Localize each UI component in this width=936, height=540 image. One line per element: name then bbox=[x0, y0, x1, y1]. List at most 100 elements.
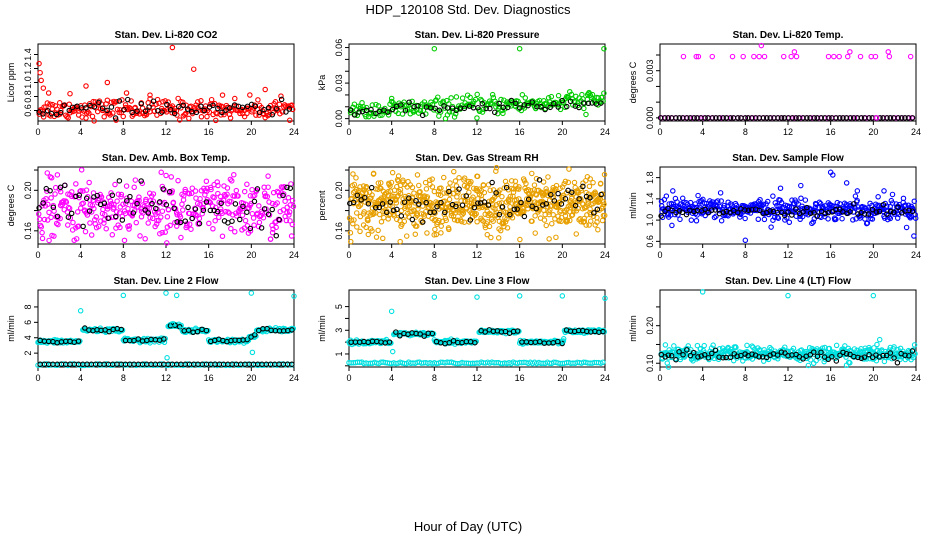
data-point bbox=[774, 352, 781, 358]
x-tick-label: 12 bbox=[472, 373, 482, 383]
data-point bbox=[123, 183, 130, 189]
data-point bbox=[771, 214, 778, 221]
data-point bbox=[206, 109, 213, 115]
data-point bbox=[452, 178, 459, 184]
y-tick-label: 1.8 bbox=[645, 171, 655, 184]
data-point bbox=[39, 229, 45, 236]
x-tick-label: 0 bbox=[346, 250, 351, 260]
data-point bbox=[286, 209, 293, 215]
data-point bbox=[120, 201, 126, 208]
data-point bbox=[912, 215, 919, 221]
data-point bbox=[182, 218, 189, 224]
data-point bbox=[599, 217, 606, 224]
data-point bbox=[239, 104, 246, 111]
data-point bbox=[65, 204, 72, 211]
data-point bbox=[580, 219, 587, 225]
data-point bbox=[533, 175, 540, 182]
data-point bbox=[177, 214, 184, 220]
y-tick-label: 1.0 bbox=[645, 214, 655, 227]
data-point bbox=[424, 230, 430, 236]
data-point bbox=[451, 114, 458, 120]
data-point bbox=[389, 106, 396, 113]
data-point bbox=[800, 356, 806, 362]
x-tick-label: 16 bbox=[826, 373, 836, 383]
panel-title: Stan. Dev. Amb. Box Temp. bbox=[102, 153, 230, 164]
data-point bbox=[196, 215, 203, 222]
x-tick-label: 20 bbox=[557, 250, 567, 260]
data-point bbox=[389, 193, 395, 199]
data-point bbox=[578, 218, 584, 225]
x-tick-label: 4 bbox=[78, 373, 83, 383]
data-point bbox=[269, 111, 276, 118]
data-point bbox=[57, 184, 64, 191]
data-point bbox=[41, 216, 48, 223]
data-point bbox=[514, 206, 520, 212]
data-point bbox=[525, 196, 532, 203]
data-point bbox=[113, 213, 119, 220]
data-point bbox=[77, 308, 84, 314]
data-point bbox=[776, 203, 782, 210]
data-point bbox=[124, 198, 130, 204]
data-point bbox=[416, 201, 422, 207]
data-point bbox=[843, 180, 850, 186]
data-point bbox=[414, 172, 421, 178]
data-point bbox=[409, 98, 415, 105]
data-point bbox=[862, 216, 868, 222]
data-point bbox=[530, 100, 537, 107]
x-tick-label: 4 bbox=[78, 250, 83, 260]
data-point bbox=[372, 204, 379, 211]
data-point bbox=[797, 357, 803, 364]
data-point bbox=[833, 216, 839, 223]
data-point bbox=[798, 182, 804, 189]
x-tick-label: 16 bbox=[515, 373, 525, 383]
data-point bbox=[818, 115, 825, 121]
data-point bbox=[380, 208, 386, 215]
data-point bbox=[730, 207, 737, 214]
data-point bbox=[363, 104, 370, 111]
data-point bbox=[431, 45, 438, 52]
x-tick-label: 12 bbox=[161, 250, 171, 260]
data-point bbox=[369, 192, 375, 198]
data-point bbox=[213, 117, 219, 124]
data-point bbox=[429, 330, 436, 337]
data-point bbox=[218, 112, 224, 118]
data-point bbox=[885, 49, 892, 55]
data-point bbox=[368, 195, 374, 201]
data-point bbox=[661, 115, 668, 121]
data-point bbox=[203, 327, 210, 334]
data-point bbox=[825, 216, 831, 222]
data-point bbox=[545, 174, 551, 180]
data-point bbox=[232, 201, 239, 207]
data-point bbox=[502, 219, 509, 225]
data-point bbox=[658, 351, 665, 358]
data-point bbox=[347, 230, 354, 236]
data-point bbox=[48, 110, 55, 117]
data-point bbox=[182, 188, 188, 195]
data-point bbox=[873, 209, 880, 215]
data-point bbox=[429, 203, 435, 209]
data-point bbox=[147, 95, 153, 102]
data-point bbox=[252, 332, 258, 338]
x-tick-label: 20 bbox=[246, 127, 256, 137]
x-tick-label: 20 bbox=[868, 373, 878, 383]
data-point bbox=[35, 211, 42, 217]
data-point bbox=[175, 177, 181, 184]
data-point bbox=[495, 235, 502, 241]
data-point bbox=[403, 233, 410, 239]
data-point bbox=[680, 351, 686, 358]
data-point bbox=[55, 221, 61, 228]
data-point bbox=[453, 203, 459, 210]
data-point bbox=[438, 199, 444, 206]
x-tick-label: 4 bbox=[700, 127, 705, 137]
data-point bbox=[814, 353, 821, 360]
x-tick-label: 0 bbox=[346, 373, 351, 383]
data-point bbox=[695, 53, 702, 60]
data-point bbox=[227, 105, 233, 111]
data-point bbox=[785, 292, 791, 299]
data-point bbox=[44, 188, 50, 194]
data-point bbox=[485, 202, 492, 208]
data-point bbox=[778, 349, 785, 355]
data-point bbox=[265, 184, 271, 190]
data-point bbox=[46, 209, 52, 216]
data-point bbox=[47, 187, 53, 194]
